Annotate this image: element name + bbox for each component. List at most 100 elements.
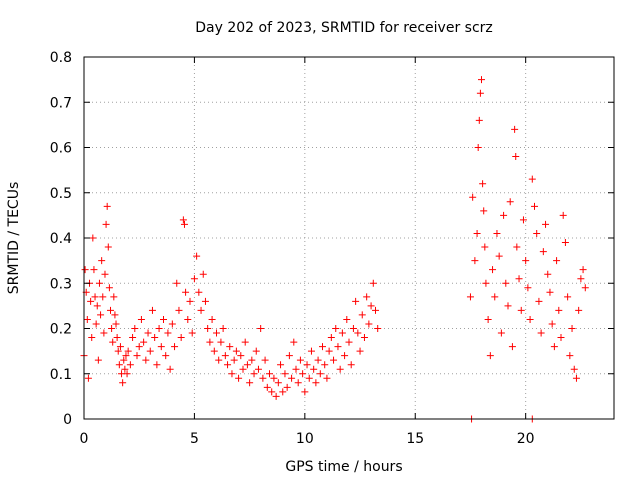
data-point <box>84 374 92 382</box>
data-point <box>542 220 550 228</box>
y-tick-label: 0.1 <box>50 367 72 383</box>
data-point <box>325 347 333 355</box>
x-tick-label: 0 <box>80 431 89 447</box>
y-tick-label: 0.3 <box>50 276 72 292</box>
data-point <box>303 361 311 369</box>
data-point <box>546 288 554 296</box>
data-point <box>557 334 565 342</box>
x-tick-label: 5 <box>190 431 199 447</box>
data-point <box>281 370 289 378</box>
data-point <box>208 315 216 323</box>
data-point <box>228 370 236 378</box>
data-point <box>230 356 238 364</box>
data-point <box>144 329 152 337</box>
y-tick-label: 0.8 <box>50 50 72 66</box>
data-point <box>268 388 276 396</box>
data-point <box>374 325 382 332</box>
data-point <box>577 275 585 283</box>
data-point <box>561 239 569 247</box>
data-point <box>341 352 349 360</box>
data-point <box>193 252 201 260</box>
data-point <box>533 229 541 237</box>
data-point <box>512 153 520 161</box>
data-point <box>266 370 273 378</box>
data-point <box>261 356 269 364</box>
data-point <box>548 320 556 328</box>
data-point <box>517 306 525 314</box>
data-point <box>232 347 240 355</box>
data-point <box>83 315 91 323</box>
data-point <box>481 243 489 251</box>
data-point <box>111 311 119 319</box>
data-point <box>555 306 563 314</box>
data-point <box>95 279 103 287</box>
data-point <box>164 329 172 337</box>
data-point <box>252 347 260 355</box>
data-point <box>535 297 543 305</box>
data-point <box>316 370 324 378</box>
data-point <box>226 343 234 351</box>
data-point <box>142 356 150 364</box>
data-point <box>168 320 176 328</box>
data-point <box>160 315 167 323</box>
data-point <box>248 356 256 364</box>
data-point <box>327 334 335 342</box>
data-point <box>177 334 185 342</box>
data-point <box>105 284 113 292</box>
data-point <box>137 315 145 323</box>
data-point <box>81 266 89 274</box>
data-point <box>314 356 322 364</box>
data-point <box>365 320 373 328</box>
data-point <box>566 352 574 360</box>
data-point <box>319 343 326 351</box>
y-tick-label: 0.5 <box>50 186 72 202</box>
data-point <box>524 284 532 292</box>
x-axis: 0 5 10 15 20 <box>80 57 535 447</box>
data-point <box>356 347 364 355</box>
data-point <box>97 311 105 319</box>
data-point <box>201 297 209 305</box>
data-point <box>500 211 508 219</box>
data-point <box>482 279 490 287</box>
data-point <box>372 306 379 314</box>
data-point <box>272 392 280 400</box>
data-point <box>110 293 118 301</box>
data-point <box>522 257 530 265</box>
data-point <box>124 347 132 355</box>
data-point <box>292 365 300 373</box>
data-point <box>190 275 198 283</box>
data-point <box>99 293 107 301</box>
data-point <box>166 365 174 373</box>
y-tick-label: 0.6 <box>50 141 72 157</box>
data-point <box>296 356 304 364</box>
data-point <box>114 347 122 355</box>
data-point <box>539 248 547 256</box>
data-point <box>92 320 100 328</box>
data-point <box>250 370 258 378</box>
data-point <box>113 334 121 342</box>
data-point <box>343 315 351 323</box>
data-point <box>206 338 214 346</box>
y-tick-label: 0 <box>63 412 72 428</box>
data-point <box>537 329 545 337</box>
data-point <box>221 352 229 360</box>
data-point <box>259 374 267 382</box>
data-point <box>173 279 181 287</box>
data-point <box>109 338 117 346</box>
data-point <box>107 306 114 314</box>
data-point <box>352 297 360 305</box>
data-point <box>469 193 477 201</box>
data-point <box>475 116 483 124</box>
data-point <box>254 365 262 373</box>
data-point <box>146 347 154 355</box>
data-point <box>102 220 110 228</box>
data-point <box>274 379 282 387</box>
data-point <box>336 365 344 373</box>
data-point <box>285 352 293 360</box>
data-point <box>466 293 474 301</box>
data-point <box>531 202 538 210</box>
data-point <box>581 284 589 292</box>
y-tick-label: 0.2 <box>50 322 72 338</box>
data-point <box>91 293 99 301</box>
